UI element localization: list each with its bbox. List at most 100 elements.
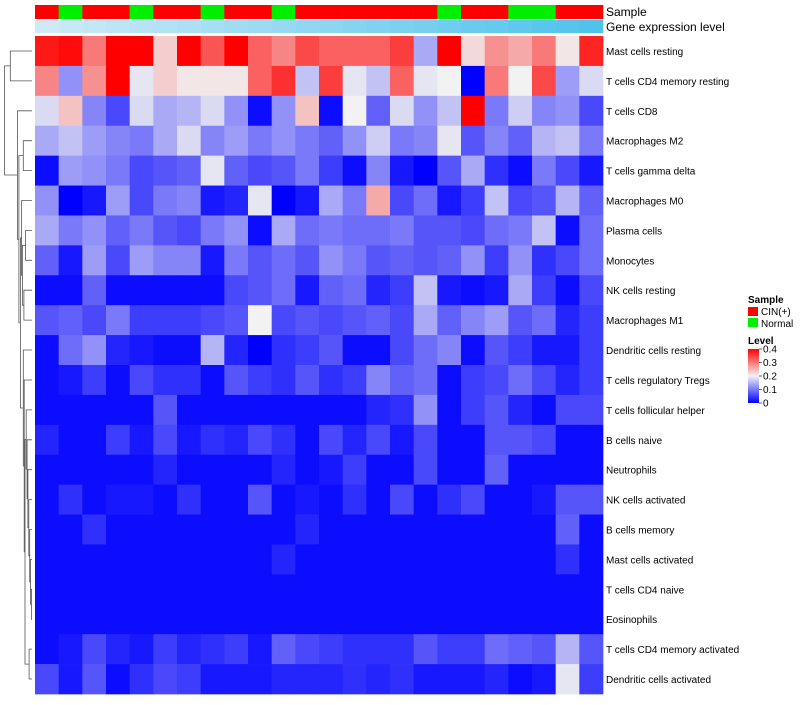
sample-annotation-cell [319, 5, 343, 19]
heatmap-cell [106, 634, 131, 665]
heatmap-cell [579, 544, 604, 575]
heatmap-cell [390, 245, 415, 276]
sample-annotation-cell [82, 5, 107, 19]
heatmap-cell [35, 215, 60, 246]
heatmap-cell [200, 215, 225, 246]
heatmap-cell [437, 484, 462, 515]
expression-annotation-cell [271, 20, 296, 33]
heatmap-cell [390, 574, 415, 605]
heatmap-cell [271, 634, 296, 665]
heatmap-cell [342, 155, 367, 186]
heatmap-cell [390, 634, 415, 665]
heatmap-cell [366, 394, 391, 426]
heatmap-cell [58, 185, 83, 216]
heatmap-cell [153, 185, 178, 216]
heatmap-cell [579, 245, 604, 276]
heatmap-cell [484, 365, 509, 396]
heatmap-cell [342, 514, 367, 545]
heatmap-cell [579, 95, 604, 127]
heatmap-cell [271, 424, 296, 456]
heatmap-cell [177, 215, 202, 246]
heatmap-cell [390, 185, 415, 216]
heatmap-cell [58, 365, 83, 396]
heatmap-cell [461, 424, 486, 456]
heatmap-cell [342, 245, 367, 276]
heatmap-cell [532, 215, 557, 246]
heatmap-cell [106, 305, 131, 336]
heatmap-cell [82, 664, 107, 695]
heatmap-cell [579, 664, 604, 695]
heatmap-cell [177, 185, 202, 216]
heatmap-cell [58, 484, 83, 515]
legend-tick-label: 0.1 [763, 385, 777, 396]
row-label: Monocytes [606, 256, 654, 267]
heatmap-cell [58, 215, 83, 246]
heatmap-cell [153, 215, 178, 246]
heatmap-cell [106, 335, 131, 366]
heatmap-cell [248, 275, 273, 306]
heatmap-cell [555, 454, 580, 485]
heatmap-cell [461, 335, 486, 366]
heatmap-cell [295, 245, 320, 276]
heatmap-cell [532, 275, 557, 306]
heatmap-cell [508, 604, 533, 635]
heatmap-cell [532, 604, 557, 635]
heatmap-cell [437, 155, 462, 186]
row-label: NK cells resting [606, 286, 675, 297]
sample-annotation-track [35, 5, 604, 19]
heatmap-cell [555, 95, 580, 127]
heatmap-cell [106, 65, 131, 97]
heatmap-cell [200, 155, 225, 186]
heatmap-cell [508, 574, 533, 605]
expression-annotation-cell [390, 20, 414, 33]
heatmap-cell [153, 65, 178, 97]
heatmap-cell [82, 454, 107, 485]
heatmap-cell [366, 305, 391, 336]
heatmap-cell [484, 95, 509, 127]
heatmap-cell [555, 604, 580, 635]
dendrogram-branch [25, 230, 32, 261]
heatmap-cell [129, 275, 154, 306]
legend-label-normal: Normal [761, 319, 793, 330]
heatmap-cell [390, 514, 415, 545]
heatmap-cell [437, 65, 462, 97]
heatmap-cell [413, 424, 438, 456]
heatmap-cell [106, 275, 131, 306]
heatmap-cell [319, 484, 344, 515]
expression-annotation-cell [58, 20, 83, 33]
heatmap-cell [200, 664, 225, 695]
heatmap-cell [224, 544, 249, 575]
heatmap-cell [35, 664, 60, 695]
heatmap-cell [106, 574, 131, 605]
heatmap-cell [532, 155, 557, 186]
heatmap-cell [484, 634, 509, 665]
heatmap-cell [532, 365, 557, 396]
heatmap-cell [319, 424, 344, 456]
row-label: Macrophages M1 [606, 316, 684, 327]
heatmap-cell [129, 514, 154, 545]
heatmap-cell [390, 65, 415, 97]
heatmap-cell [58, 305, 83, 336]
row-label: T cells CD8 [606, 107, 658, 118]
heatmap-cell [129, 574, 154, 605]
heatmap-cell [437, 424, 462, 456]
heatmap-cell [342, 65, 367, 97]
heatmap-cell [106, 544, 131, 575]
expression-annotation-cell [555, 20, 580, 33]
sample-annotation-cell [413, 5, 438, 19]
row-label: Neutrophils [606, 466, 657, 477]
heatmap-cell [106, 125, 131, 156]
heatmap-cell [555, 245, 580, 276]
heatmap-cell [437, 36, 462, 67]
heatmap-cell [413, 574, 438, 605]
heatmap-cell [366, 245, 391, 276]
heatmap-cell [366, 275, 391, 306]
heatmap-cell [200, 125, 225, 156]
heatmap-cell [319, 305, 344, 336]
heatmap-cell [390, 365, 415, 396]
heatmap-cell [248, 125, 273, 156]
heatmap-cell [555, 335, 580, 366]
heatmap-cell [413, 454, 438, 485]
heatmap-cell [413, 335, 438, 366]
heatmap-cell [461, 604, 486, 635]
